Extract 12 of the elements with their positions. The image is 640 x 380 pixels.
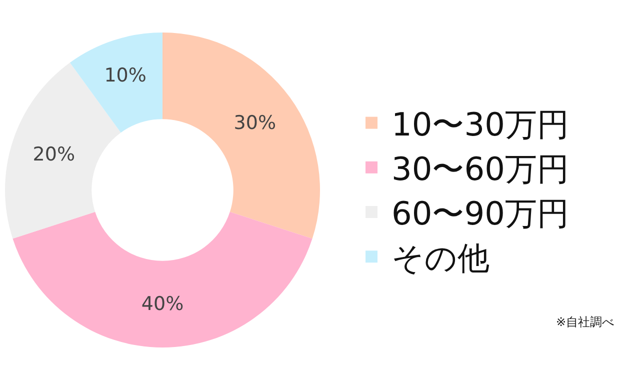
legend-label: 60〜90万円 xyxy=(392,194,569,232)
legend-label: 30〜60万円 xyxy=(392,150,569,188)
legend-label: その他 xyxy=(392,239,490,278)
data-label: 20% xyxy=(32,144,76,166)
donut-slice xyxy=(162,32,320,239)
text: ※自社調べ xyxy=(556,315,614,329)
data-label: 40% xyxy=(141,293,184,316)
donut-slice xyxy=(12,212,312,348)
legend-label: 10〜30万円 xyxy=(392,105,569,144)
donut-slice xyxy=(70,32,162,133)
data-label: 30% xyxy=(234,112,276,134)
data-label: 10% xyxy=(104,64,146,87)
